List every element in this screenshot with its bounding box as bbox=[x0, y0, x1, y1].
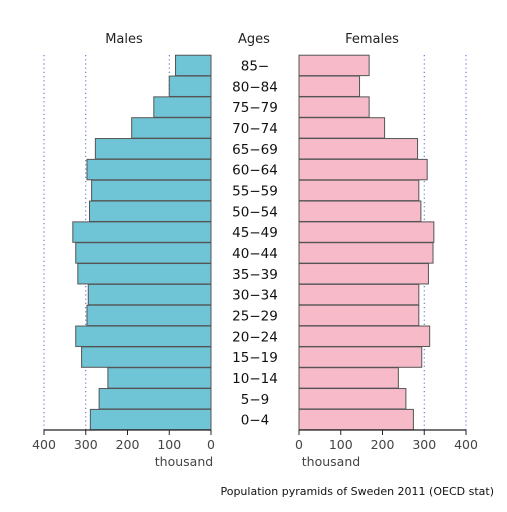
male-bar bbox=[94, 138, 212, 160]
age-label: 70−74 bbox=[232, 121, 278, 137]
female-bar bbox=[298, 304, 420, 327]
left-x-tick-label: 200 bbox=[116, 437, 140, 452]
age-label: 15−19 bbox=[232, 350, 278, 366]
right-x-tick-label: 0 bbox=[295, 437, 303, 452]
right-x-tick-label: 200 bbox=[371, 437, 395, 452]
female-bar bbox=[298, 346, 423, 368]
age-label: 10−14 bbox=[232, 371, 278, 387]
male-bar bbox=[77, 263, 212, 285]
females-header: Females bbox=[345, 32, 399, 47]
chart-caption: Population pyramids of Sweden 2011 (OECD… bbox=[220, 485, 494, 498]
female-bar bbox=[298, 138, 419, 160]
left-x-tick-label: 0 bbox=[207, 437, 215, 452]
age-label: 40−44 bbox=[232, 246, 278, 262]
male-bar bbox=[75, 325, 212, 347]
ages-header: Ages bbox=[238, 32, 270, 47]
left-x-tick-label: 400 bbox=[32, 437, 56, 452]
males-header: Males bbox=[105, 32, 143, 47]
male-bar bbox=[107, 367, 212, 389]
female-bar bbox=[298, 283, 420, 306]
male-bar bbox=[98, 388, 212, 410]
male-bar bbox=[87, 283, 212, 306]
female-bar bbox=[298, 325, 431, 347]
female-bar bbox=[298, 54, 370, 77]
right-x-tick-label: 300 bbox=[412, 437, 436, 452]
axes: 400 300 200 100 0 0 100 200 300 400 bbox=[32, 429, 478, 452]
age-label: 20−24 bbox=[232, 329, 278, 345]
age-label: 55−59 bbox=[232, 183, 278, 199]
male-bar bbox=[175, 54, 212, 77]
female-bar bbox=[298, 388, 407, 410]
male-bar bbox=[86, 304, 212, 327]
age-label: 75−79 bbox=[232, 100, 278, 116]
age-label: 45−49 bbox=[232, 225, 278, 241]
male-bar bbox=[89, 200, 212, 222]
male-bars bbox=[72, 54, 212, 431]
male-bar bbox=[153, 96, 212, 118]
age-label: 0−4 bbox=[241, 413, 270, 429]
left-x-tick-label: 100 bbox=[157, 437, 181, 452]
age-label: 30−34 bbox=[232, 288, 278, 304]
age-label: 35−39 bbox=[232, 267, 278, 283]
age-label: 25−29 bbox=[232, 308, 278, 324]
male-bar bbox=[89, 408, 212, 431]
female-bar bbox=[298, 242, 434, 264]
female-bar bbox=[298, 200, 422, 222]
female-bar bbox=[298, 117, 386, 139]
left-x-tick-label: 300 bbox=[74, 437, 98, 452]
male-bar bbox=[168, 75, 212, 97]
male-bar bbox=[75, 242, 212, 264]
left-axis-unit: thousand bbox=[155, 454, 213, 469]
female-bar bbox=[298, 75, 361, 97]
age-label: 5−9 bbox=[241, 392, 270, 408]
male-bar bbox=[91, 179, 212, 202]
male-bar bbox=[72, 221, 212, 243]
age-label: 85− bbox=[241, 58, 270, 74]
right-x-tick-label: 400 bbox=[454, 437, 478, 452]
age-label: 65−69 bbox=[232, 142, 278, 158]
male-bar bbox=[81, 346, 212, 368]
female-bar bbox=[298, 96, 370, 118]
female-bars bbox=[298, 54, 435, 431]
right-x-tick-label: 100 bbox=[329, 437, 353, 452]
age-labels: 85− 80−84 75−79 70−74 65−69 60−64 55−59 50−54 45… bbox=[232, 58, 278, 428]
male-bar bbox=[86, 158, 212, 181]
male-bar bbox=[131, 117, 212, 139]
female-bar bbox=[298, 367, 399, 389]
age-label: 60−64 bbox=[232, 163, 278, 179]
female-bar bbox=[298, 263, 429, 285]
age-label: 80−84 bbox=[232, 79, 278, 95]
female-bar bbox=[298, 179, 420, 202]
age-label: 50−54 bbox=[232, 204, 278, 220]
right-axis-unit: thousand bbox=[302, 454, 360, 469]
female-bar bbox=[298, 221, 435, 243]
female-bar bbox=[298, 408, 414, 431]
female-bar bbox=[298, 158, 428, 181]
